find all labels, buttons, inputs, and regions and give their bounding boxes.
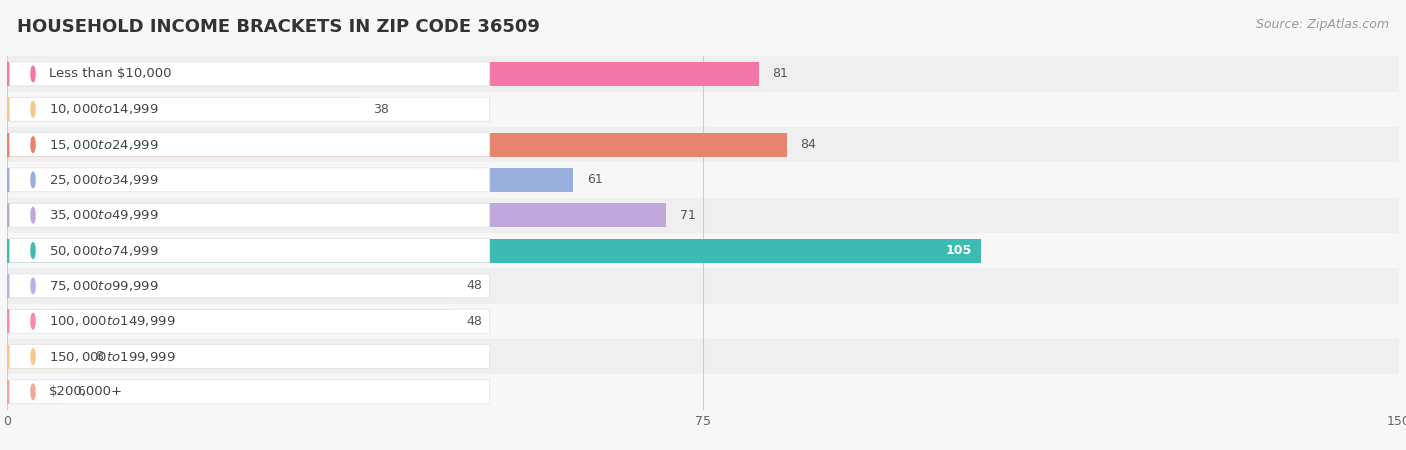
- Circle shape: [31, 278, 35, 294]
- FancyBboxPatch shape: [10, 97, 489, 121]
- Text: $25,000 to $34,999: $25,000 to $34,999: [49, 173, 159, 187]
- Bar: [7, 56, 1399, 91]
- FancyBboxPatch shape: [10, 203, 489, 227]
- Bar: [7, 62, 759, 86]
- Text: 71: 71: [681, 209, 696, 222]
- Bar: [7, 339, 1399, 374]
- Text: $10,000 to $14,999: $10,000 to $14,999: [49, 102, 159, 116]
- Bar: [7, 303, 1399, 339]
- Bar: [7, 233, 1399, 268]
- FancyBboxPatch shape: [10, 380, 489, 404]
- Circle shape: [31, 349, 35, 364]
- Bar: [7, 97, 360, 121]
- Text: 8: 8: [96, 350, 103, 363]
- Text: 48: 48: [467, 279, 482, 292]
- Bar: [7, 374, 1399, 410]
- Text: 6: 6: [77, 385, 84, 398]
- Bar: [7, 127, 1399, 162]
- Text: $75,000 to $99,999: $75,000 to $99,999: [49, 279, 159, 293]
- Text: $50,000 to $74,999: $50,000 to $74,999: [49, 243, 159, 257]
- Circle shape: [31, 243, 35, 258]
- Circle shape: [31, 313, 35, 329]
- Text: $15,000 to $24,999: $15,000 to $24,999: [49, 138, 159, 152]
- Bar: [7, 168, 574, 192]
- Text: 105: 105: [946, 244, 972, 257]
- FancyBboxPatch shape: [10, 274, 489, 298]
- Text: 81: 81: [773, 68, 789, 81]
- Text: HOUSEHOLD INCOME BRACKETS IN ZIP CODE 36509: HOUSEHOLD INCOME BRACKETS IN ZIP CODE 36…: [17, 18, 540, 36]
- Bar: [7, 268, 1399, 303]
- Circle shape: [31, 137, 35, 153]
- FancyBboxPatch shape: [10, 238, 489, 262]
- Bar: [7, 92, 1399, 127]
- Text: Source: ZipAtlas.com: Source: ZipAtlas.com: [1256, 18, 1389, 31]
- FancyBboxPatch shape: [10, 345, 489, 369]
- Text: 84: 84: [800, 138, 817, 151]
- FancyBboxPatch shape: [10, 62, 489, 86]
- Circle shape: [31, 172, 35, 188]
- Circle shape: [31, 384, 35, 400]
- Bar: [7, 309, 453, 333]
- Bar: [7, 203, 666, 227]
- Text: $150,000 to $199,999: $150,000 to $199,999: [49, 350, 176, 364]
- Text: 48: 48: [467, 315, 482, 328]
- Text: 61: 61: [588, 173, 603, 186]
- Bar: [7, 162, 1399, 198]
- Circle shape: [31, 101, 35, 117]
- FancyBboxPatch shape: [10, 133, 489, 157]
- Bar: [7, 198, 1399, 233]
- Bar: [7, 133, 786, 157]
- Bar: [7, 345, 82, 369]
- Text: Less than $10,000: Less than $10,000: [49, 68, 172, 81]
- Text: $200,000+: $200,000+: [49, 385, 122, 398]
- Text: $100,000 to $149,999: $100,000 to $149,999: [49, 314, 176, 328]
- Bar: [7, 238, 981, 262]
- FancyBboxPatch shape: [10, 309, 489, 333]
- Circle shape: [31, 66, 35, 82]
- Bar: [7, 274, 453, 298]
- Text: 38: 38: [374, 103, 389, 116]
- Circle shape: [31, 207, 35, 223]
- Text: $35,000 to $49,999: $35,000 to $49,999: [49, 208, 159, 222]
- Bar: [7, 380, 63, 404]
- FancyBboxPatch shape: [10, 168, 489, 192]
